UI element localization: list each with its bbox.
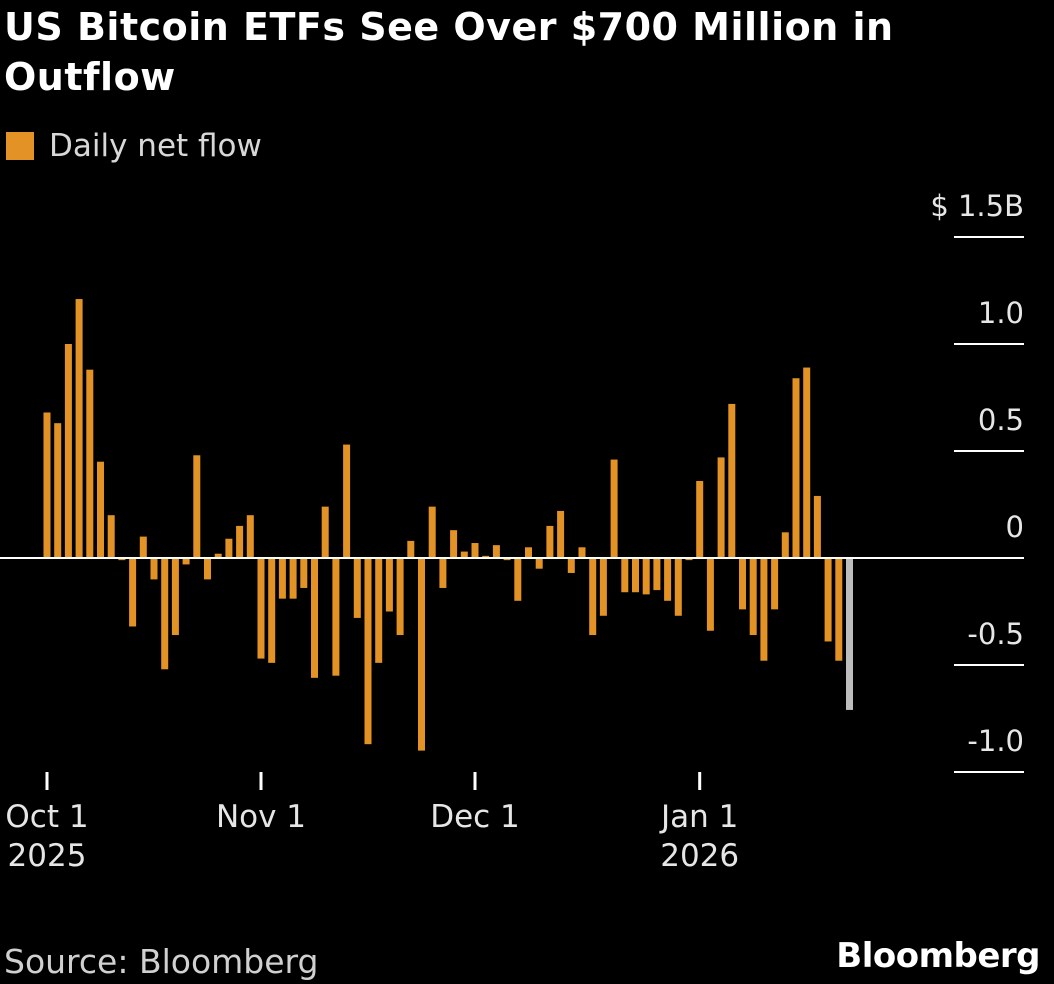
bar [728, 403, 736, 558]
legend-swatch [6, 132, 34, 160]
bar [107, 515, 115, 558]
bar [739, 558, 746, 610]
bar [428, 506, 436, 558]
bar [214, 553, 222, 558]
bar [696, 480, 704, 558]
bar [567, 558, 575, 573]
bar [364, 558, 372, 745]
x-tick-label: Jan 1 [659, 799, 738, 835]
bar [343, 444, 351, 558]
bar [268, 558, 276, 663]
bar [589, 558, 597, 636]
bar [632, 558, 639, 593]
bar [321, 506, 329, 558]
x-tick-label: Oct 1 [5, 799, 88, 835]
bar [525, 547, 532, 558]
bar [514, 558, 522, 601]
bar [396, 558, 404, 636]
bar [482, 555, 490, 558]
bar [171, 558, 179, 636]
x-tick-label: Nov 1 [216, 799, 306, 835]
bar [535, 558, 543, 569]
x-tick-year-label: 2026 [660, 838, 739, 874]
bar [225, 538, 233, 558]
bar [353, 558, 361, 618]
bar [161, 558, 169, 670]
bar [610, 459, 618, 558]
bar [182, 558, 190, 565]
y-tick-label: 0 [1006, 510, 1024, 544]
bar [492, 545, 500, 558]
bar [407, 540, 415, 558]
bar [760, 558, 768, 661]
bar [439, 558, 447, 588]
bar [674, 558, 682, 616]
bar [43, 412, 51, 558]
bar [118, 558, 126, 561]
source-note: Source: Bloomberg [4, 942, 319, 981]
bar [824, 558, 832, 642]
y-tick-label: 1.0 [978, 296, 1024, 330]
bar [332, 558, 340, 676]
bar [781, 532, 789, 558]
bar [578, 547, 586, 558]
y-tick-label: -1.0 [967, 724, 1024, 758]
bar [471, 543, 479, 558]
bloomberg-logo: Bloomberg [836, 936, 1040, 976]
bar [257, 558, 265, 659]
bar [557, 510, 565, 558]
bar [717, 457, 725, 558]
bar [450, 530, 458, 558]
bar [64, 344, 72, 558]
bar [150, 558, 158, 580]
bar [246, 515, 254, 558]
legend: Daily net flow [6, 128, 262, 164]
y-tick-label: 0.5 [978, 403, 1024, 437]
bar [300, 558, 308, 588]
bar [289, 558, 297, 599]
y-tick-label: $ 1.5B [930, 189, 1024, 223]
bar [813, 495, 821, 558]
bar [599, 558, 607, 616]
bar [204, 558, 211, 580]
x-tick-label: Dec 1 [430, 799, 520, 835]
bar [278, 558, 286, 599]
bar [803, 367, 811, 558]
bar [771, 558, 779, 610]
bar [385, 558, 393, 612]
bar [460, 551, 468, 558]
bar [375, 558, 383, 663]
chart-title: US Bitcoin ETFs See Over $700 Million in… [4, 5, 894, 99]
bar [54, 423, 62, 558]
bar [621, 558, 629, 593]
bar [835, 558, 843, 661]
bar [236, 525, 244, 558]
bar [706, 558, 714, 631]
bar [139, 536, 147, 558]
bar-latest [846, 558, 853, 710]
bar [311, 558, 318, 678]
bar [749, 558, 757, 636]
bar [129, 558, 137, 627]
y-tick-label: -0.5 [967, 617, 1024, 651]
bar [503, 558, 511, 561]
bar [193, 455, 201, 558]
bar [75, 299, 83, 558]
bar [685, 558, 693, 561]
bar [546, 525, 554, 558]
bar [418, 558, 425, 751]
bar [792, 378, 800, 558]
x-tick-year-label: 2025 [8, 838, 87, 874]
bar [97, 461, 104, 558]
bar [86, 369, 94, 558]
bar [664, 558, 672, 601]
bar [653, 558, 661, 591]
bar [642, 558, 650, 595]
legend-label: Daily net flow [49, 128, 262, 164]
